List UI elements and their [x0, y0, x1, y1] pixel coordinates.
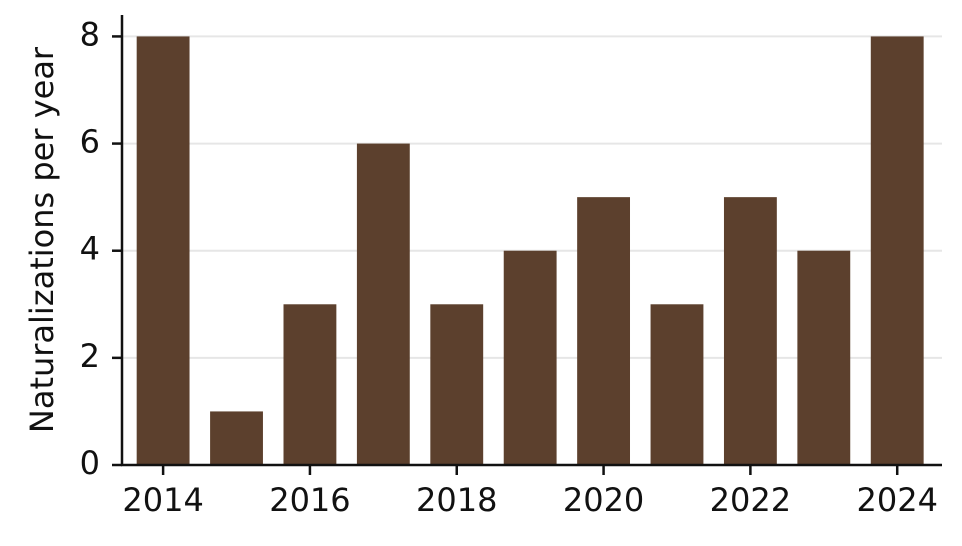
x-tick-label: 2018 [416, 481, 497, 519]
bar [503, 250, 557, 465]
bar [283, 304, 337, 465]
bar [577, 197, 631, 465]
y-tick-label: 6 [80, 123, 100, 161]
bar [430, 304, 484, 465]
bar [356, 143, 410, 466]
x-tick-label: 2022 [710, 481, 791, 519]
bar [136, 36, 190, 466]
y-tick-label: 4 [80, 230, 100, 268]
y-axis-label: Naturalizations per year [23, 46, 61, 433]
x-tick-label: 2020 [563, 481, 644, 519]
x-tick-label: 2014 [122, 481, 203, 519]
y-tick-label: 8 [80, 15, 100, 53]
y-tick-label: 2 [80, 337, 100, 375]
x-tick-label: 2024 [857, 481, 938, 519]
bar [797, 250, 851, 465]
bar [210, 411, 263, 465]
y-tick-label: 0 [80, 444, 100, 482]
bar [870, 36, 924, 466]
bar [723, 197, 777, 465]
x-tick-label: 2016 [269, 481, 350, 519]
bar [650, 304, 704, 465]
